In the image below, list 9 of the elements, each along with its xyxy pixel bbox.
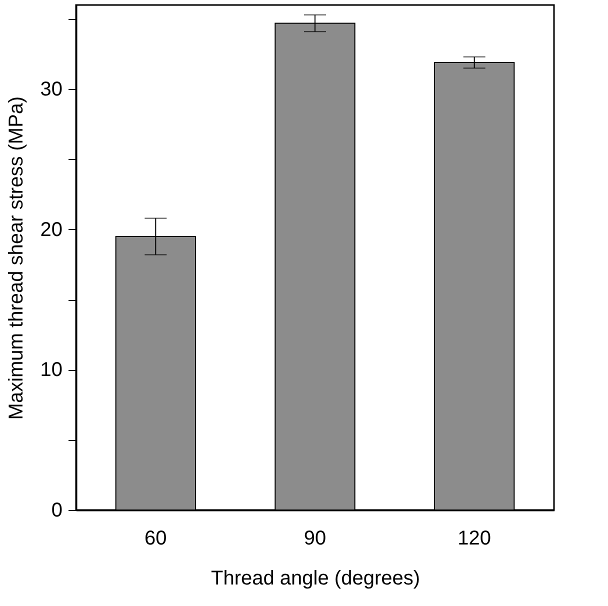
y-tick-label: 20	[40, 218, 62, 241]
x-tick-label: 60	[144, 528, 167, 550]
x-axis-title: Thread angle (degrees)	[210, 568, 420, 590]
y-tick-label: 10	[40, 359, 62, 382]
y-axis-title: Maximum thread shear stress (MPa)	[5, 96, 28, 420]
x-tick-label: 120	[458, 528, 492, 550]
y-tick-label: 0	[51, 500, 62, 522]
y-tick-label: 30	[40, 78, 62, 101]
x-tick-label: 90	[304, 528, 326, 550]
